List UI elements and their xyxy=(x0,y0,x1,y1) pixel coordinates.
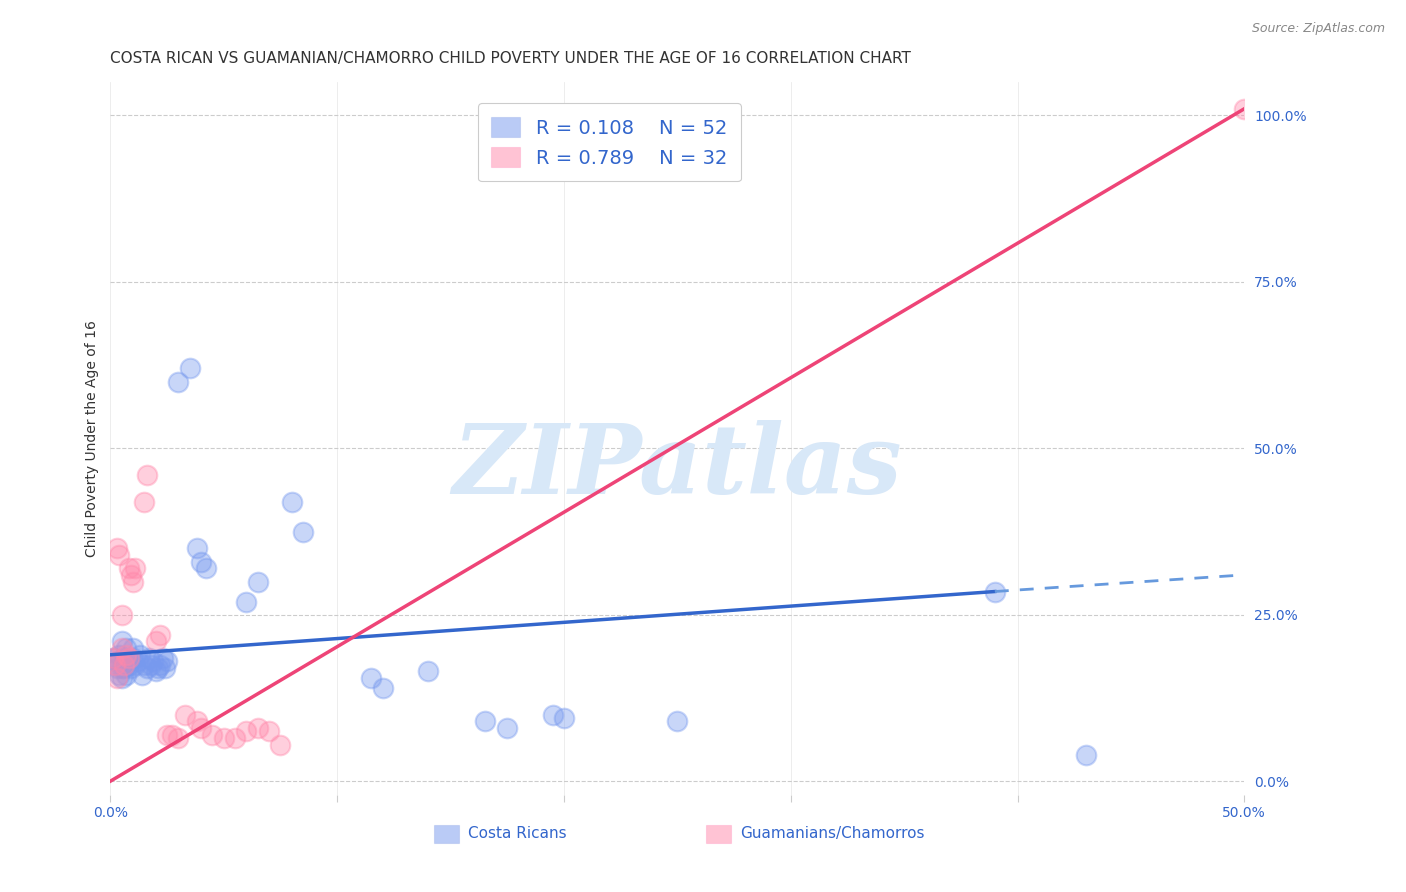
Point xyxy=(117,655,139,669)
Point xyxy=(1074,747,1097,762)
Point xyxy=(190,721,212,735)
Point xyxy=(108,548,131,562)
Point xyxy=(122,651,145,665)
Point xyxy=(246,721,269,735)
Point xyxy=(666,714,689,729)
Point xyxy=(104,657,127,672)
Point xyxy=(984,584,1007,599)
Point xyxy=(105,661,128,675)
Point xyxy=(416,665,439,679)
Point xyxy=(134,494,156,508)
Point xyxy=(174,707,197,722)
Point xyxy=(194,561,217,575)
Point xyxy=(135,661,157,675)
Point xyxy=(122,641,145,656)
Point xyxy=(120,567,142,582)
Point xyxy=(179,361,201,376)
Point xyxy=(108,667,131,681)
Point xyxy=(111,634,134,648)
Point xyxy=(117,651,139,665)
Point xyxy=(145,665,167,679)
Point xyxy=(167,375,190,389)
Point xyxy=(190,555,212,569)
Point xyxy=(115,641,138,656)
Point xyxy=(104,657,127,672)
Point xyxy=(122,574,145,589)
Point xyxy=(167,731,190,745)
Point xyxy=(138,651,160,665)
Point xyxy=(145,634,167,648)
Point xyxy=(111,661,134,675)
Point xyxy=(152,651,174,665)
Point xyxy=(224,731,246,745)
Point xyxy=(112,657,135,672)
Point xyxy=(186,541,208,556)
Point xyxy=(101,651,124,665)
Point xyxy=(112,661,135,675)
Point xyxy=(553,711,575,725)
Point xyxy=(142,655,165,669)
Point xyxy=(115,667,138,681)
Point xyxy=(115,648,138,662)
Point xyxy=(541,707,564,722)
Point xyxy=(153,661,176,675)
Point xyxy=(105,541,128,556)
Point xyxy=(149,657,172,672)
Point xyxy=(105,671,128,685)
Point xyxy=(281,494,304,508)
Point xyxy=(201,728,224,742)
Point xyxy=(117,561,139,575)
Text: Guamanians/Chamorros: Guamanians/Chamorros xyxy=(740,826,924,841)
Text: COSTA RICAN VS GUAMANIAN/CHAMORRO CHILD POVERTY UNDER THE AGE OF 16 CORRELATION : COSTA RICAN VS GUAMANIAN/CHAMORRO CHILD … xyxy=(111,51,911,66)
Point xyxy=(269,738,291,752)
Point xyxy=(128,648,150,662)
FancyBboxPatch shape xyxy=(706,825,731,843)
Point xyxy=(124,657,146,672)
Point xyxy=(127,655,149,669)
Point xyxy=(371,681,394,695)
Point xyxy=(474,714,496,729)
Point xyxy=(111,641,134,656)
Point xyxy=(101,651,124,665)
Point xyxy=(246,574,269,589)
Point xyxy=(235,724,257,739)
Point xyxy=(108,648,131,662)
Point xyxy=(111,671,134,685)
Text: ZIPatlas: ZIPatlas xyxy=(453,420,903,514)
Text: Costa Ricans: Costa Ricans xyxy=(468,826,567,841)
Point xyxy=(257,724,280,739)
Point xyxy=(156,655,179,669)
Point xyxy=(292,524,315,539)
Point xyxy=(120,661,142,675)
Text: Source: ZipAtlas.com: Source: ZipAtlas.com xyxy=(1251,22,1385,36)
FancyBboxPatch shape xyxy=(433,825,458,843)
Legend: R = 0.108    N = 52, R = 0.789    N = 32: R = 0.108 N = 52, R = 0.789 N = 32 xyxy=(478,103,741,181)
Point xyxy=(235,594,257,608)
Point xyxy=(117,657,139,672)
Point xyxy=(186,714,208,729)
Point xyxy=(111,607,134,622)
Point xyxy=(160,728,183,742)
Point xyxy=(131,667,153,681)
Point xyxy=(141,657,163,672)
Point xyxy=(124,561,146,575)
Point xyxy=(112,651,135,665)
Point xyxy=(496,721,519,735)
Y-axis label: Child Poverty Under the Age of 16: Child Poverty Under the Age of 16 xyxy=(86,320,100,557)
Point xyxy=(105,655,128,669)
Point xyxy=(135,468,157,483)
Point xyxy=(134,657,156,672)
Point xyxy=(156,728,179,742)
Point xyxy=(149,628,172,642)
Point xyxy=(360,671,382,685)
Point xyxy=(146,661,169,675)
Point xyxy=(212,731,235,745)
Point xyxy=(1233,102,1256,116)
